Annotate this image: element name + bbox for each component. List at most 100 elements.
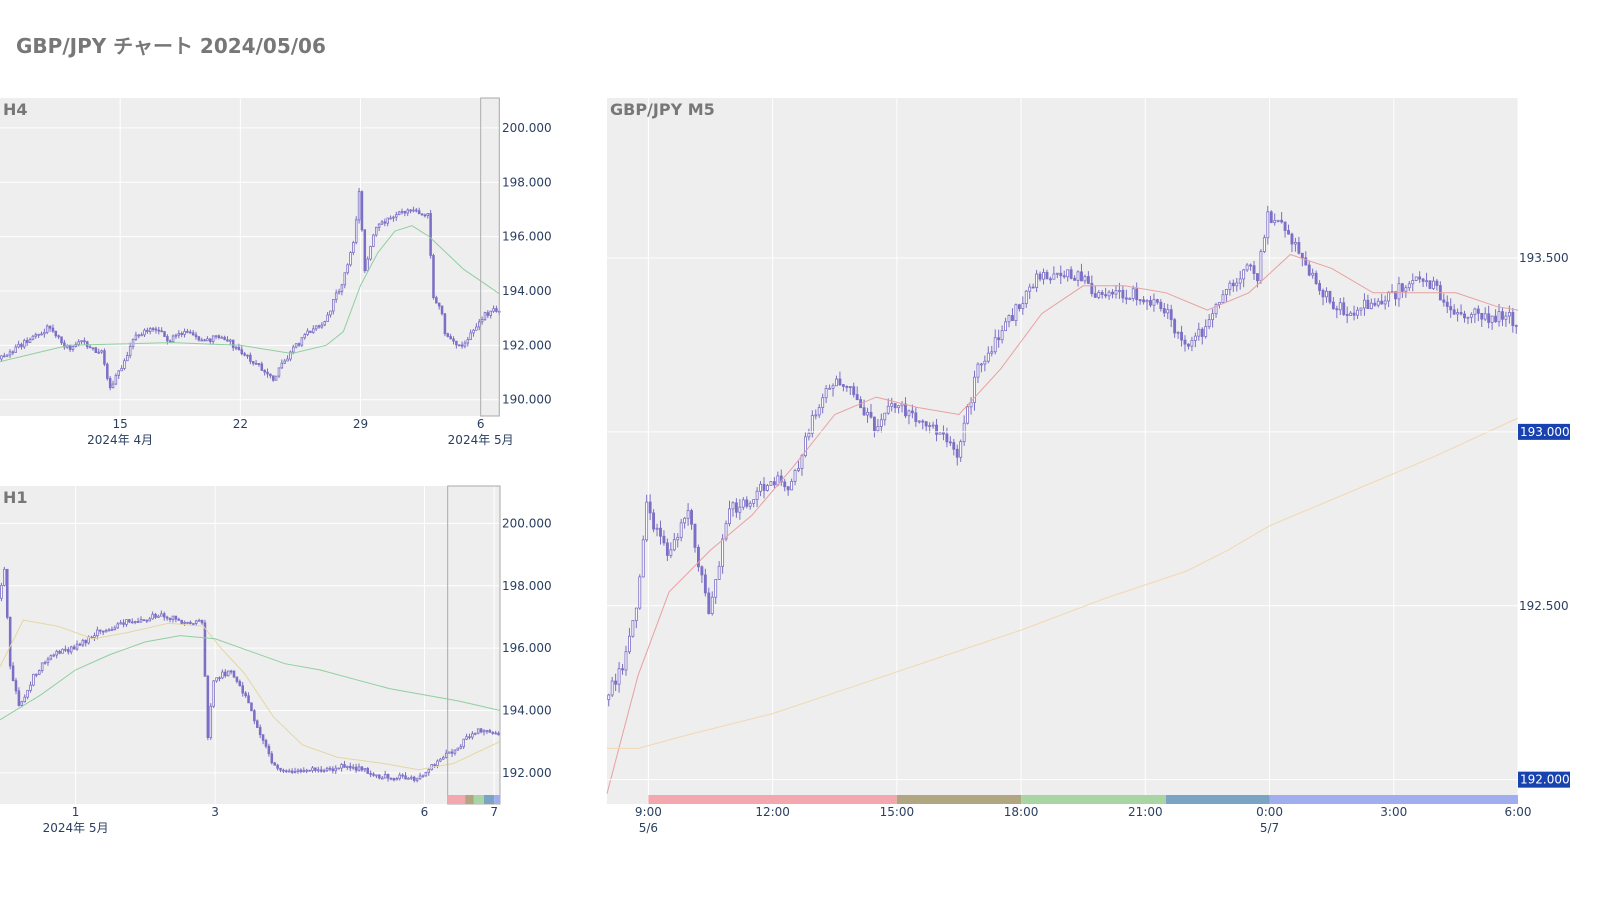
candle-body — [1142, 299, 1146, 303]
candle-body — [797, 468, 800, 471]
candle-body — [459, 746, 463, 749]
candle-body — [1207, 319, 1211, 328]
candle-body — [1038, 273, 1042, 280]
candle-body — [360, 766, 364, 771]
y-tick-label: 200.000 — [502, 121, 552, 135]
candle-body — [904, 403, 907, 417]
candle-body — [1066, 269, 1070, 278]
candle-body — [360, 191, 364, 231]
candle-body — [415, 209, 418, 212]
candle-body — [1031, 286, 1035, 289]
x-tick-label: 6 — [477, 417, 485, 431]
candle-body — [146, 329, 149, 332]
candle-body — [231, 339, 235, 348]
candle-body — [1252, 265, 1256, 274]
candle-body — [380, 221, 384, 225]
candle-body — [290, 770, 294, 773]
candle-body — [104, 629, 108, 633]
candle-body — [383, 221, 387, 224]
candle-body — [942, 432, 945, 435]
candle-body — [23, 340, 26, 348]
candle-body — [8, 351, 12, 356]
session-band — [1269, 795, 1518, 804]
candle-body — [1459, 312, 1463, 315]
candle-body — [1152, 299, 1156, 306]
candle-body — [669, 549, 673, 556]
candle-body — [257, 363, 261, 365]
x-tick-label: 15:00 — [880, 805, 915, 819]
candle-body — [621, 668, 624, 671]
y-tick-label: 196.000 — [502, 641, 552, 655]
candle-body — [914, 412, 918, 422]
candle-body — [1445, 301, 1449, 307]
candle-body — [1235, 282, 1239, 287]
candle-body — [1387, 291, 1391, 302]
candle-body — [331, 768, 335, 772]
y-tick-label: 198.000 — [502, 579, 552, 593]
candles-h1 — [0, 566, 500, 783]
candle-body — [37, 670, 41, 675]
candle-body — [319, 769, 323, 772]
moving-average-line — [0, 619, 501, 771]
candle-body — [1024, 290, 1028, 305]
candle-body — [180, 333, 183, 335]
candle-body — [311, 767, 314, 771]
candle-body — [11, 665, 15, 682]
candle-body — [77, 341, 80, 345]
candle-body — [1021, 303, 1025, 310]
candle-body — [1507, 312, 1511, 317]
candle-body — [323, 321, 327, 326]
candle-body — [497, 732, 500, 736]
candle-body — [907, 410, 911, 417]
candle-body — [282, 769, 285, 772]
candle-body — [480, 319, 484, 323]
candle-body — [266, 371, 269, 375]
candle-body — [993, 337, 997, 353]
candle-body — [1131, 288, 1135, 299]
candle-body — [23, 696, 26, 703]
candle-body — [655, 527, 659, 530]
candle-body — [369, 246, 372, 260]
candle-body — [246, 354, 249, 357]
price-badge — [1518, 423, 1570, 440]
candle-body — [78, 643, 82, 646]
candle-body — [37, 333, 40, 336]
candle-body — [1276, 219, 1280, 222]
candle-body — [1176, 331, 1180, 334]
candle-body — [420, 213, 424, 216]
candle-body — [192, 623, 195, 625]
candle-body — [383, 774, 387, 779]
candle-body — [1394, 291, 1397, 300]
candle-body — [676, 536, 680, 541]
candle-body — [1428, 280, 1432, 289]
candle-body — [648, 501, 652, 514]
candle-body — [424, 771, 428, 777]
candle-body — [1090, 282, 1094, 294]
candle-body — [96, 629, 99, 637]
candle-body — [631, 620, 635, 637]
x-tick-label: 18:00 — [1004, 805, 1039, 819]
candle-body — [372, 773, 375, 776]
candle-body — [444, 752, 448, 758]
candle-body — [68, 345, 72, 350]
candle-body — [1283, 221, 1287, 231]
candle-body — [232, 670, 236, 678]
candle-body — [57, 335, 60, 338]
candle-body — [261, 734, 265, 741]
candle-body — [1124, 297, 1128, 300]
candle-body — [783, 481, 787, 488]
candle-body — [848, 386, 852, 388]
panel-title: GBP/JPY M5 — [610, 100, 715, 119]
candle-body — [679, 522, 683, 538]
candle-body — [125, 619, 128, 625]
candle-body — [136, 621, 140, 623]
candle-body — [81, 639, 85, 646]
candle-body — [800, 455, 804, 469]
candle-body — [407, 777, 410, 780]
candle-body — [429, 213, 432, 256]
candle-body — [255, 720, 259, 728]
candle-body — [274, 375, 278, 381]
candle-body — [1321, 290, 1325, 298]
candle-body — [123, 360, 126, 369]
